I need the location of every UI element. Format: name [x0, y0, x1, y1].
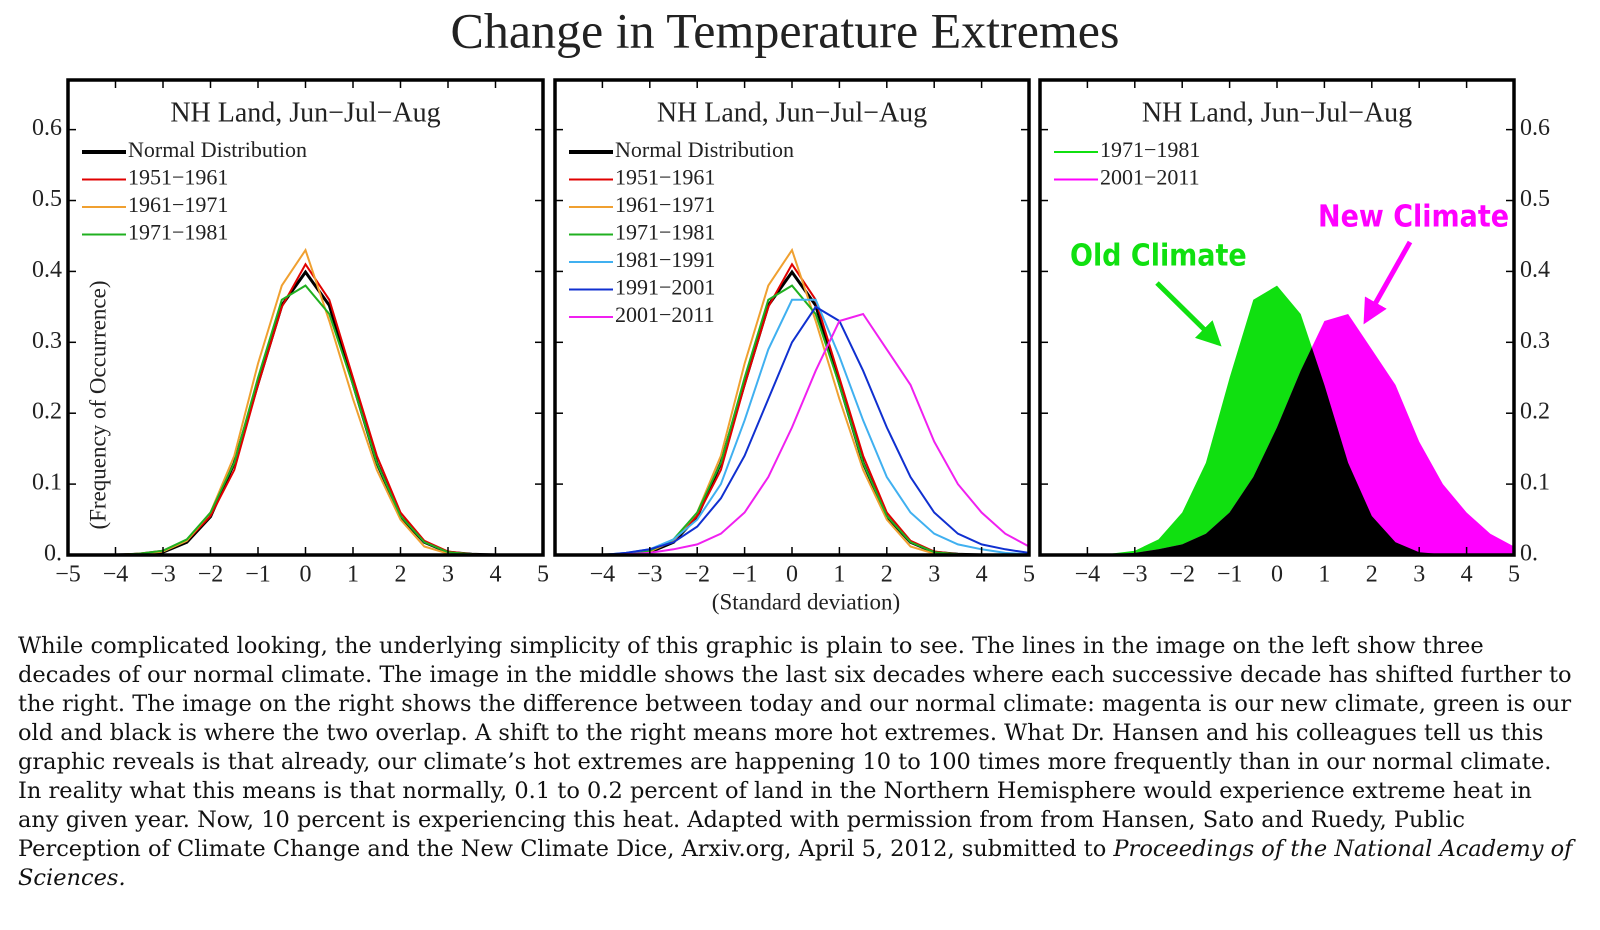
y-tick-label: 0. [44, 541, 62, 567]
y-tick-label: 0.5 [1520, 186, 1550, 212]
y-tick-label: 0.3 [1520, 328, 1550, 354]
x-tick-label: 1 [1318, 562, 1330, 588]
x-axis-label: (Standard deviation) [712, 589, 900, 614]
legend-label: 1971−1981 [615, 220, 715, 245]
legend-label: 1961−1971 [128, 192, 228, 217]
legend-label: 1971−1981 [128, 220, 228, 245]
plot-area [1087, 285, 1514, 555]
y-tick-label: 0.3 [32, 328, 62, 354]
y-tick-label: 0.4 [32, 257, 62, 283]
arrow [1363, 240, 1413, 325]
arrow [1155, 281, 1222, 347]
y-tick-label: 0.6 [1520, 115, 1550, 141]
y-axis-label: (Frequency of Occurrence) [85, 280, 110, 529]
page-title: Change in Temperature Extremes [451, 2, 1120, 58]
x-tick-label: 0 [1271, 562, 1283, 588]
line [602, 247, 1029, 555]
line [602, 305, 1029, 555]
x-tick-label: −1 [732, 562, 758, 588]
x-tick-label: 1 [833, 562, 845, 588]
x-tick-label: −3 [1122, 562, 1148, 588]
x-tick-label: −3 [637, 562, 663, 588]
x-tick-label: −4 [1075, 562, 1101, 588]
plot-area [115, 247, 543, 555]
x-tick-label: 3 [928, 562, 940, 588]
caption-text: While complicated looking, the underlyin… [18, 633, 1572, 862]
legend-label: 1981−1991 [615, 247, 715, 272]
legend-label: 2001−2011 [1100, 165, 1200, 190]
x-tick-label: 5 [1023, 562, 1035, 588]
x-tick-label: −2 [684, 562, 710, 588]
x-tick-label: 4 [1461, 562, 1473, 588]
annotation: Old Climate [1070, 239, 1247, 274]
x-tick-label: 5 [1508, 562, 1520, 588]
y-tick-label: 0.2 [32, 399, 62, 425]
x-tick-label: 2 [1366, 562, 1378, 588]
x-tick-label: −5 [55, 562, 81, 588]
caption-source: Proceedings of the National Academy of S… [18, 836, 1573, 891]
line [115, 247, 543, 555]
y-tick-label: 0. [1520, 541, 1538, 567]
x-tick-label: −1 [245, 562, 271, 588]
y-tick-label: 0.4 [1520, 257, 1550, 283]
x-tick-label: 2 [881, 562, 893, 588]
line [602, 298, 1029, 555]
x-tick-label: −1 [1217, 562, 1243, 588]
legend-label: 1991−2001 [615, 275, 715, 300]
panel-title: NH Land, Jun−Jul−Aug [657, 97, 927, 128]
line [602, 312, 1029, 555]
panel-title: NH Land, Jun−Jul−Aug [170, 97, 440, 128]
x-tick-label: 4 [490, 562, 502, 588]
x-tick-label: 2 [395, 562, 407, 588]
legend-label: Normal Distribution [615, 137, 794, 162]
legend-label: Normal Distribution [128, 137, 307, 162]
y-tick-label: 0.1 [1520, 470, 1550, 496]
x-tick-label: −4 [590, 562, 616, 588]
x-tick-label: 1 [347, 562, 359, 588]
x-tick-label: −2 [1169, 562, 1195, 588]
y-tick-label: 0.2 [1520, 399, 1550, 425]
line [115, 284, 543, 555]
x-tick-label: 0 [786, 562, 798, 588]
x-tick-label: 0 [300, 562, 312, 588]
x-tick-label: −2 [198, 562, 224, 588]
annotation: New Climate [1318, 200, 1509, 235]
caption: While complicated looking, the underlyin… [18, 632, 1578, 893]
legend-label: 2001−2011 [615, 302, 715, 327]
legend-label: 1951−1961 [128, 165, 228, 190]
x-tick-label: 4 [976, 562, 988, 588]
chart: Change in Temperature Extremes NH Land, … [32, 2, 1550, 614]
panel-title: NH Land, Jun−Jul−Aug [1142, 97, 1412, 128]
y-tick-label: 0.5 [32, 186, 62, 212]
legend-label: 1971−1981 [1100, 137, 1200, 162]
x-tick-label: −3 [150, 562, 176, 588]
y-tick-label: 0.6 [32, 115, 62, 141]
x-tick-label: 3 [442, 562, 454, 588]
x-tick-label: 3 [1413, 562, 1425, 588]
x-tick-label: −4 [103, 562, 129, 588]
legend-label: 1951−1961 [615, 165, 715, 190]
y-tick-label: 0.1 [32, 470, 62, 496]
x-tick-label: 5 [537, 562, 549, 588]
legend-label: 1961−1971 [615, 192, 715, 217]
